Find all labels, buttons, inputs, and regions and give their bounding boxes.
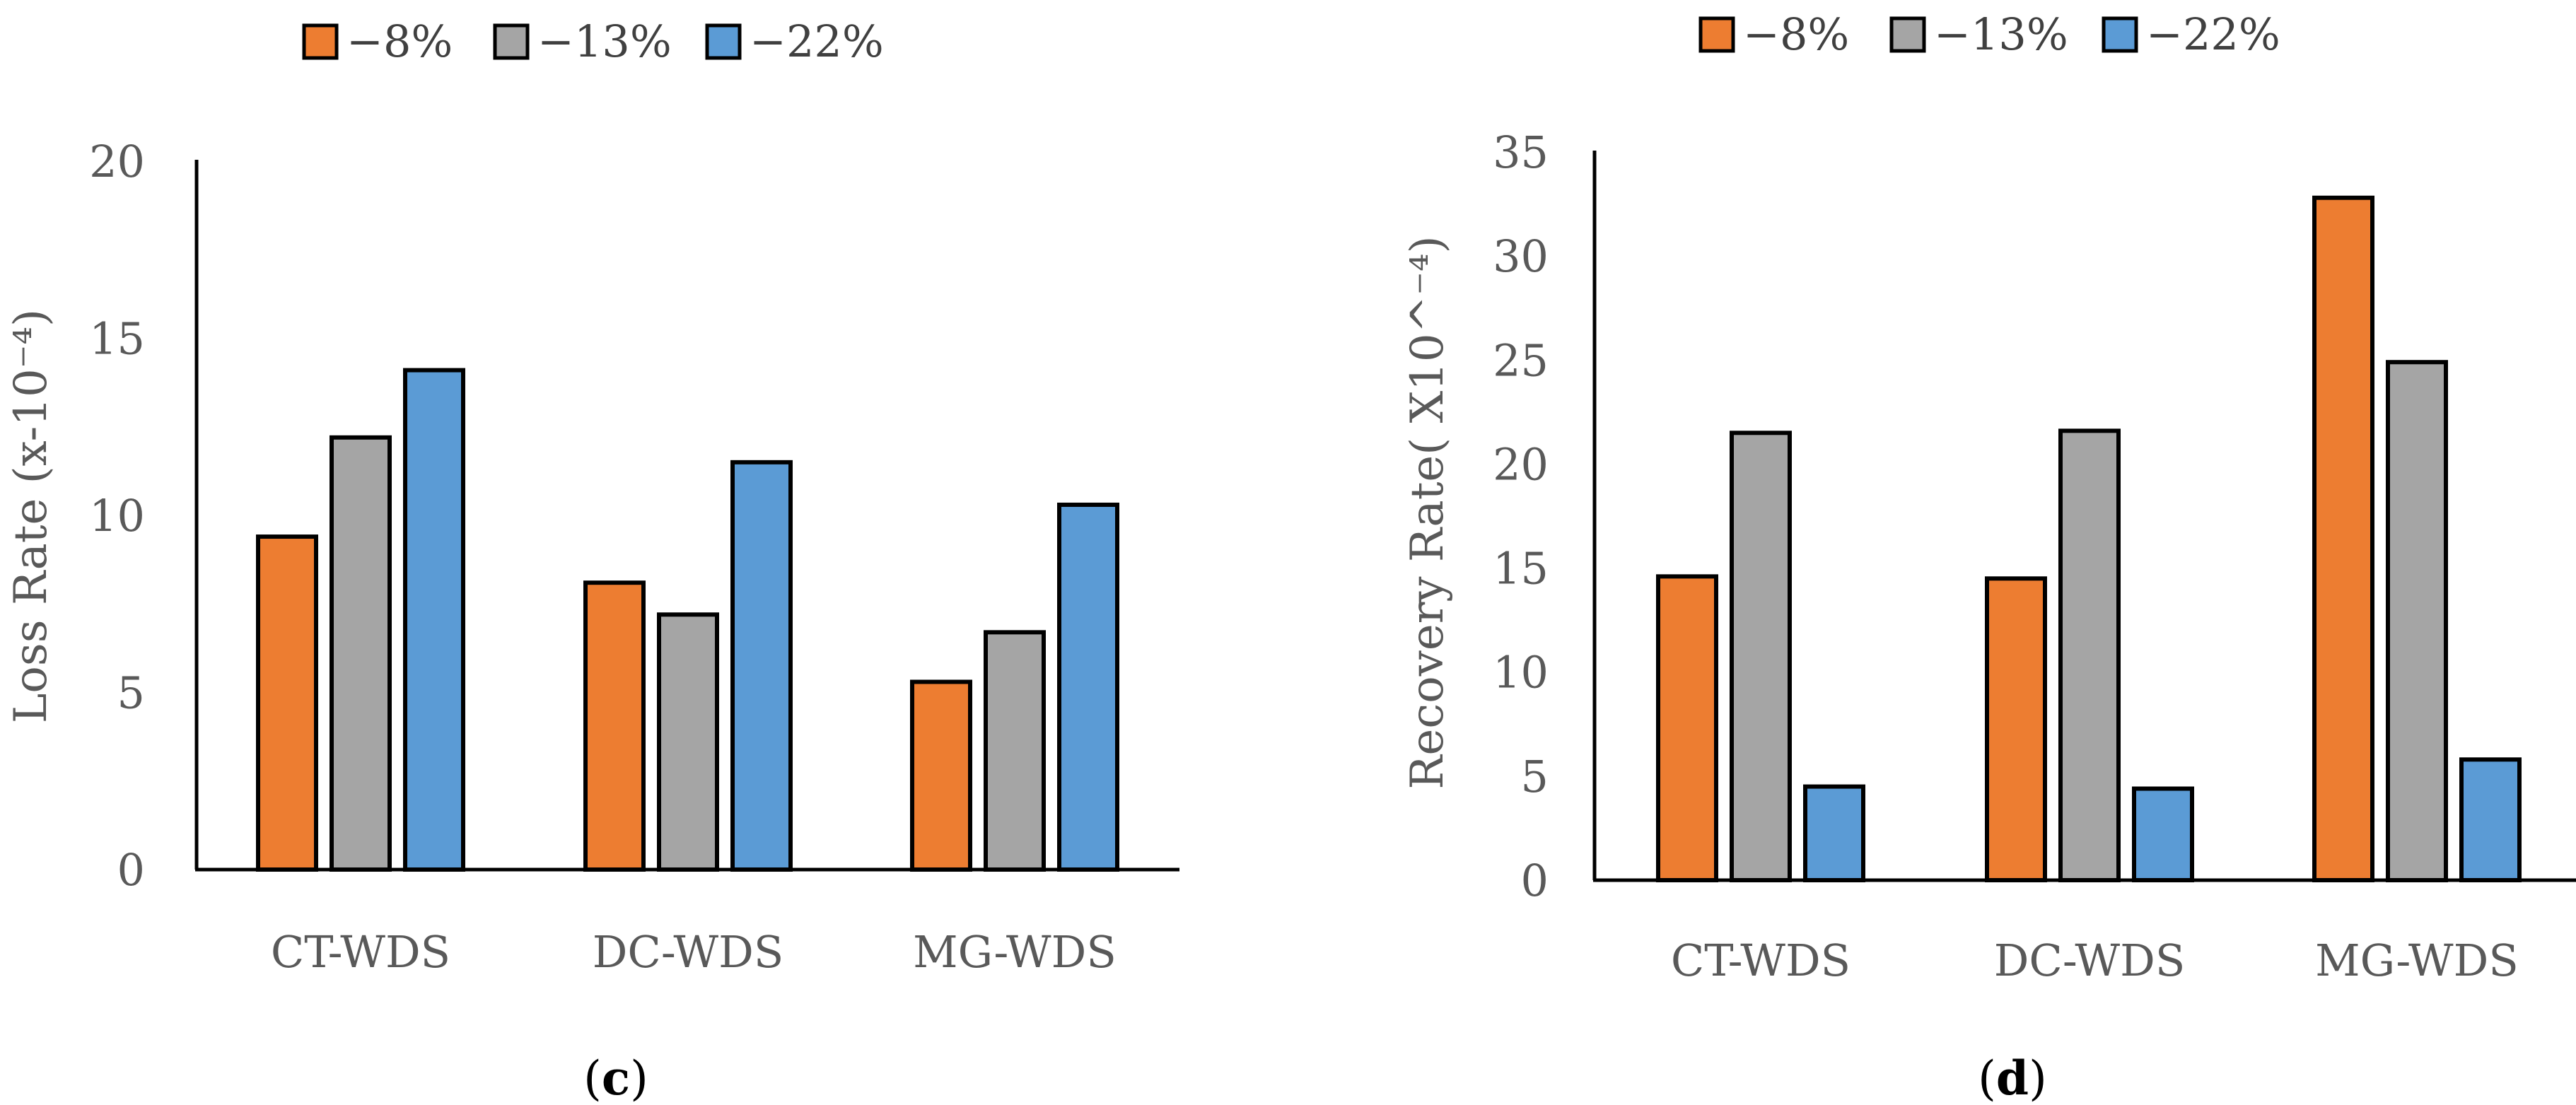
bar-c-ct-wds-s2 xyxy=(403,368,465,872)
x-category-label-d: MG-WDS xyxy=(2315,935,2519,986)
y-tick-label-c: 5 xyxy=(117,667,145,719)
panel-label-c-open: ( xyxy=(583,1051,602,1105)
legend-label-d: −8% xyxy=(1743,8,1849,60)
panel-label-d-open: ( xyxy=(1978,1051,1996,1105)
x-category-label-c: DC-WDS xyxy=(593,926,784,978)
legend-swatch-d xyxy=(1889,16,1926,53)
y-axis-ticks-d: 0 5 10 15 20 25 30 35 xyxy=(1493,127,1549,906)
bar-c-ct-wds-s1 xyxy=(330,435,392,872)
x-axis-categories-d: CT-WDS DC-WDS MG-WDS xyxy=(1671,935,2519,986)
y-axis-label-d: Recovery Rate( X10^⁻⁴) xyxy=(1401,235,1454,789)
y-tick-label-d: 15 xyxy=(1493,543,1549,595)
axes-d xyxy=(1592,151,2576,882)
x-category-label-c: CT-WDS xyxy=(271,926,450,978)
bar-d-mg-wds-s2 xyxy=(2459,757,2522,883)
legend-swatch-d xyxy=(2102,16,2138,53)
panel-label-c: (c) xyxy=(583,1051,648,1105)
x-category-label-d: DC-WDS xyxy=(1994,935,2186,986)
axes-c xyxy=(194,160,1179,872)
y-tick-label-d: 20 xyxy=(1493,438,1549,490)
y-tick-label-d: 10 xyxy=(1493,647,1549,698)
legend-swatch-c xyxy=(705,23,742,60)
x-axis-categories-c: CT-WDS DC-WDS MG-WDS xyxy=(271,926,1117,978)
legend-swatch-c xyxy=(493,23,530,60)
y-tick-label-c: 0 xyxy=(117,844,145,896)
bar-d-mg-wds-s1 xyxy=(2386,360,2448,882)
legend-label-d: −13% xyxy=(1934,8,2068,60)
bar-d-ct-wds-s1 xyxy=(1730,431,1792,882)
y-axis-ticks-c: 0 5 10 15 20 xyxy=(89,136,145,896)
bar-d-dc-wds-s2 xyxy=(2132,786,2194,882)
y-tick-label-d: 25 xyxy=(1493,334,1549,386)
legend-label-c: −8% xyxy=(346,16,453,67)
bar-c-dc-wds-s1 xyxy=(657,612,719,872)
y-tick-label-d: 0 xyxy=(1521,855,1549,906)
bar-c-mg-wds-s2 xyxy=(1057,502,1119,872)
panel-label-c-close: ) xyxy=(630,1051,648,1105)
bar-c-dc-wds-s2 xyxy=(730,460,793,872)
bars-c xyxy=(256,368,1119,872)
bar-d-ct-wds-s0 xyxy=(1656,574,1718,882)
bar-d-ct-wds-s2 xyxy=(1803,784,1865,882)
bar-d-dc-wds-s0 xyxy=(1985,576,2047,882)
bars-d xyxy=(1656,195,2522,883)
y-tick-label-d: 5 xyxy=(1521,751,1549,802)
x-category-label-c: MG-WDS xyxy=(913,926,1117,978)
legend-swatch-c xyxy=(302,23,339,60)
panel-label-d-letter: d xyxy=(1996,1051,2029,1105)
bar-c-mg-wds-s0 xyxy=(910,679,972,872)
bar-d-dc-wds-s1 xyxy=(2058,428,2121,882)
x-category-label-d: CT-WDS xyxy=(1671,935,1851,986)
y-tick-label-c: 10 xyxy=(89,490,145,542)
legend-d: −8% −13% −22% xyxy=(1698,8,2280,60)
y-tick-label-d: 30 xyxy=(1493,230,1549,282)
y-tick-label-d: 35 xyxy=(1493,127,1549,178)
panel-label-c-letter: c xyxy=(602,1051,630,1105)
legend-swatch-d xyxy=(1698,16,1735,53)
panel-label-d: (d) xyxy=(1978,1051,2047,1105)
chart-panel-d: −8% −13% −22% 0 5 10 15 20 25 30 35 CT-WDS DC-WDS M… xyxy=(1401,8,2576,1105)
bar-d-mg-wds-s0 xyxy=(2312,195,2374,882)
y-axis-label-c: Loss Rate (x-10⁻⁴) xyxy=(5,309,57,723)
bar-c-dc-wds-s0 xyxy=(583,580,646,872)
bar-c-mg-wds-s1 xyxy=(984,630,1046,872)
bar-c-ct-wds-s0 xyxy=(256,534,318,872)
legend-label-d: −22% xyxy=(2146,8,2280,60)
legend-label-c: −22% xyxy=(750,16,884,67)
y-tick-label-c: 20 xyxy=(89,136,145,187)
y-tick-label-c: 15 xyxy=(89,313,145,365)
panel-label-d-close: ) xyxy=(2029,1051,2047,1105)
legend-c: −8% −13% −22% xyxy=(302,16,884,67)
legend-label-c: −13% xyxy=(537,16,672,67)
